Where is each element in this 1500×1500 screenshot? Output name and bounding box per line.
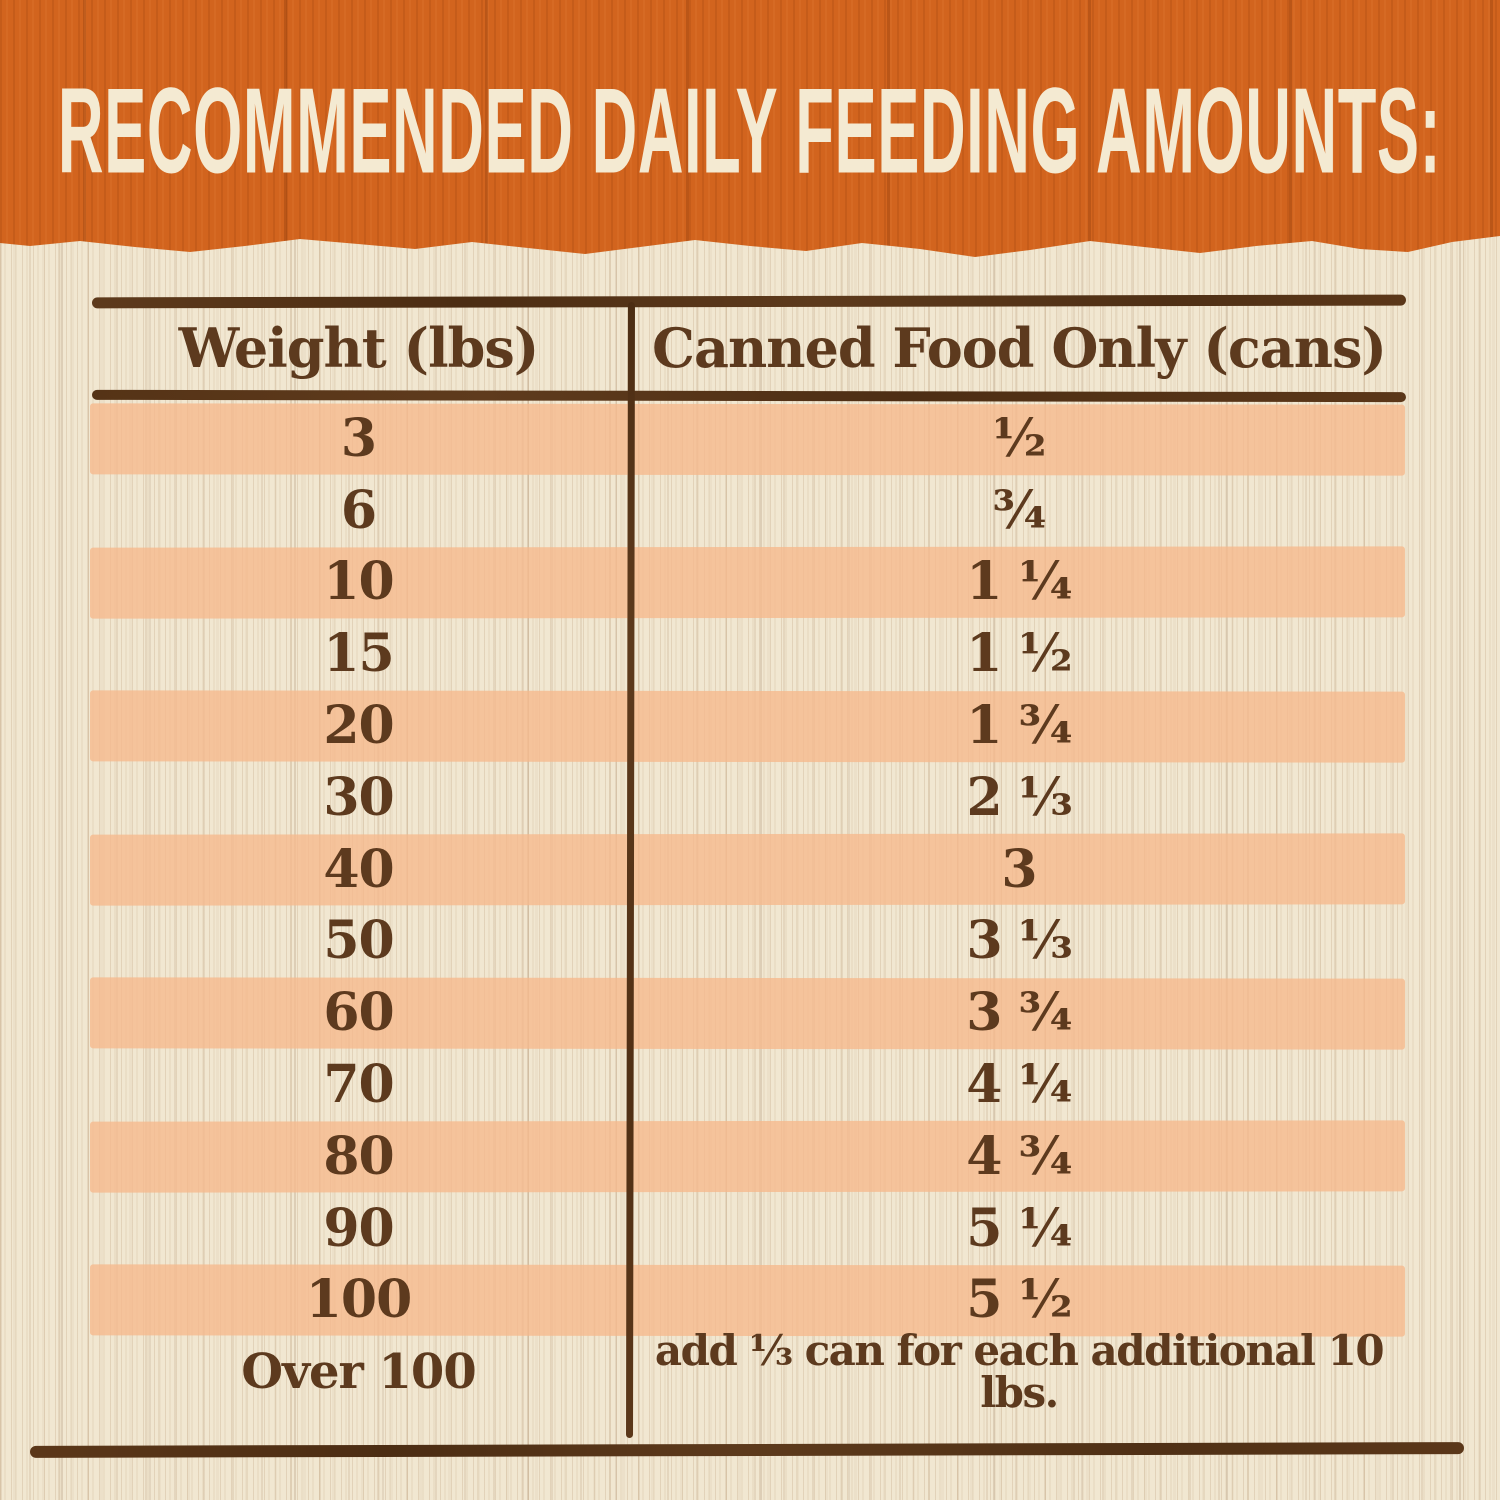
weight-cell: 15: [323, 623, 394, 685]
table-row: 80 4 ¾: [0, 1120, 1500, 1193]
weight-cell: 40: [323, 838, 394, 900]
table-row: Over 100 add ⅓ can for each additional 10…: [0, 1330, 1500, 1414]
weight-cell: 3: [340, 407, 377, 469]
weight-cell: 50: [323, 910, 394, 972]
cans-cell: 4 ¾: [966, 1125, 1073, 1187]
table-row: 10 1 ¼: [0, 546, 1500, 619]
cans-cell: add ⅓ can for each additional 10 lbs.: [654, 1326, 1385, 1418]
table-row: 70 4 ¼: [0, 1049, 1500, 1121]
weight-cell: 30: [323, 766, 394, 828]
table-bottom-rule: [29, 1442, 1465, 1458]
weight-cell: 6: [340, 479, 377, 541]
table-row: 100 5 ½: [0, 1264, 1500, 1337]
table-body: 3 ½ 6 ¾ 10 1 ¼ 15 1 ½ 20 1 ¾ 30 2 ⅓ 40 3 50 3 ⅓ 60 3 ¾ 70 4…: [0, 402, 1500, 1414]
weight-cell: 80: [323, 1125, 394, 1187]
cans-cell: 3: [1001, 838, 1037, 900]
weight-cell: 10: [323, 551, 394, 613]
table-row: 50 3 ⅓: [0, 906, 1500, 978]
cans-cell: ¾: [992, 479, 1046, 541]
table-row: 90 5 ¼: [0, 1193, 1500, 1265]
cans-cell: 2 ⅓: [966, 766, 1072, 828]
cans-cell: 1 ¼: [966, 551, 1073, 613]
weight-cell: 70: [323, 1054, 394, 1116]
cans-cell: 5 ½: [966, 1269, 1073, 1331]
page-title: RECOMMENDED DAILY FEEDING AMOUNTS:: [58, 62, 1442, 199]
cans-cell: 1 ½: [966, 623, 1073, 685]
weight-cell: 90: [323, 1197, 394, 1259]
weight-cell: 60: [323, 982, 394, 1044]
cans-cell: ½: [992, 407, 1046, 469]
cans-cell: 5 ¼: [966, 1197, 1073, 1259]
cans-cell: 1 ¾: [966, 695, 1073, 757]
table-header-row: Weight (lbs) Canned Food Only (cans): [0, 305, 1500, 391]
table-row: 60 3 ¾: [0, 977, 1500, 1050]
table-row: 40 3: [0, 833, 1500, 906]
column-header-weight: Weight (lbs): [178, 316, 540, 380]
column-header-cans: Canned Food Only (cans): [651, 316, 1387, 380]
table-row: 30 2 ⅓: [0, 762, 1500, 834]
header-banner: RECOMMENDED DAILY FEEDING AMOUNTS:: [0, 0, 1500, 257]
cans-cell: 3 ⅓: [966, 910, 1072, 972]
weight-cell: 20: [323, 695, 394, 757]
table-header-rule: [91, 389, 1407, 403]
cans-cell: 3 ¾: [966, 982, 1073, 1044]
table-row: 15 1 ½: [0, 618, 1500, 690]
table-row: 20 1 ¾: [0, 689, 1500, 763]
weight-cell: 100: [305, 1269, 413, 1331]
cans-cell: 4 ¼: [966, 1054, 1073, 1116]
weight-cell: Over 100: [241, 1344, 476, 1401]
